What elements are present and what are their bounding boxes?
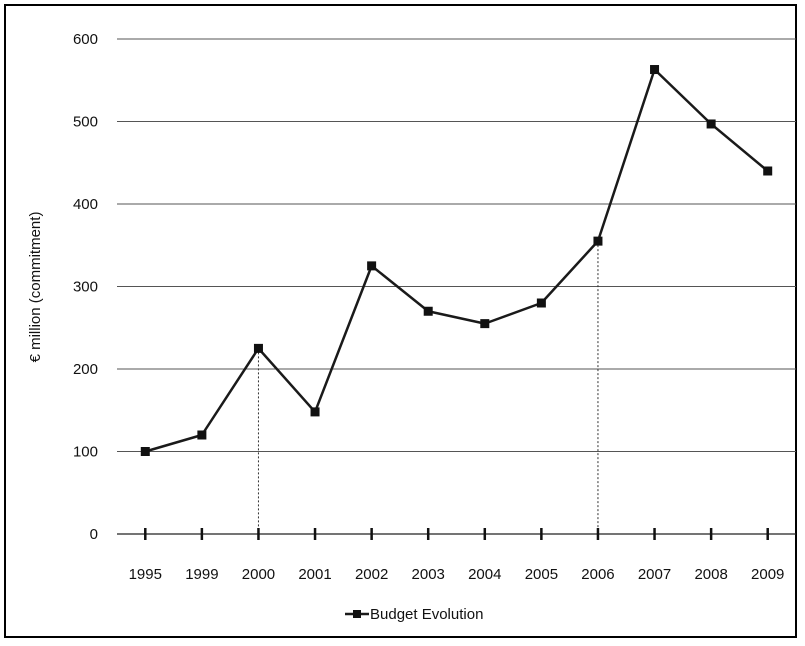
data-point-1995 [140,447,150,456]
x-tick-label-2001: 2001 [298,566,331,583]
y-tick-label-300: 300 [73,279,98,296]
data-point-2002 [367,261,377,271]
data-point-2003 [423,306,433,316]
y-axis-title: € million (commitment) [27,212,44,363]
data-point-2007 [650,65,660,75]
x-tick-labels: 1995 1999 2000 2001 2002 2003 2004 2005 2006 2007… [129,566,785,583]
x-tick-label-2007: 2007 [638,566,671,583]
x-tick-label-2004: 2004 [468,566,501,583]
y-tick-label-400: 400 [73,196,98,213]
chart-frame [4,4,797,638]
data-point-2006 [593,236,603,246]
x-tick-label-2003: 2003 [412,566,445,583]
data-point-1999 [197,430,207,440]
legend: Budget Evolution [345,606,483,623]
data-point-2008 [706,119,716,129]
y-tick-label-200: 200 [73,361,98,378]
legend-label: Budget Evolution [370,606,483,623]
data-point-2001 [310,407,320,417]
data-point-2005 [536,298,546,308]
legend-marker-swatch [353,610,361,618]
drop-lines [257,241,599,534]
x-tick-label-2005: 2005 [525,566,558,583]
gridlines [117,38,796,452]
x-tick-label-2009: 2009 [751,566,784,583]
y-tick-labels: 0 100 200 300 400 500 600 [73,31,98,543]
data-point-2009 [763,166,773,176]
y-tick-label-600: 600 [73,31,98,48]
series-budget-evolution [140,65,773,456]
x-tick-label-2000: 2000 [242,566,275,583]
x-tick-label-2002: 2002 [355,566,388,583]
x-axis [117,528,796,540]
series-line [144,68,769,453]
x-tick-label-1999: 1999 [185,566,218,583]
x-tick-label-2008: 2008 [694,566,727,583]
x-tick-label-1995: 1995 [129,566,162,583]
x-tick-label-2006: 2006 [581,566,614,583]
data-point-2004 [480,319,490,329]
y-tick-label-500: 500 [73,114,98,131]
y-tick-label-100: 100 [73,444,98,461]
data-point-2000 [253,343,263,353]
y-tick-label-0: 0 [90,526,98,543]
